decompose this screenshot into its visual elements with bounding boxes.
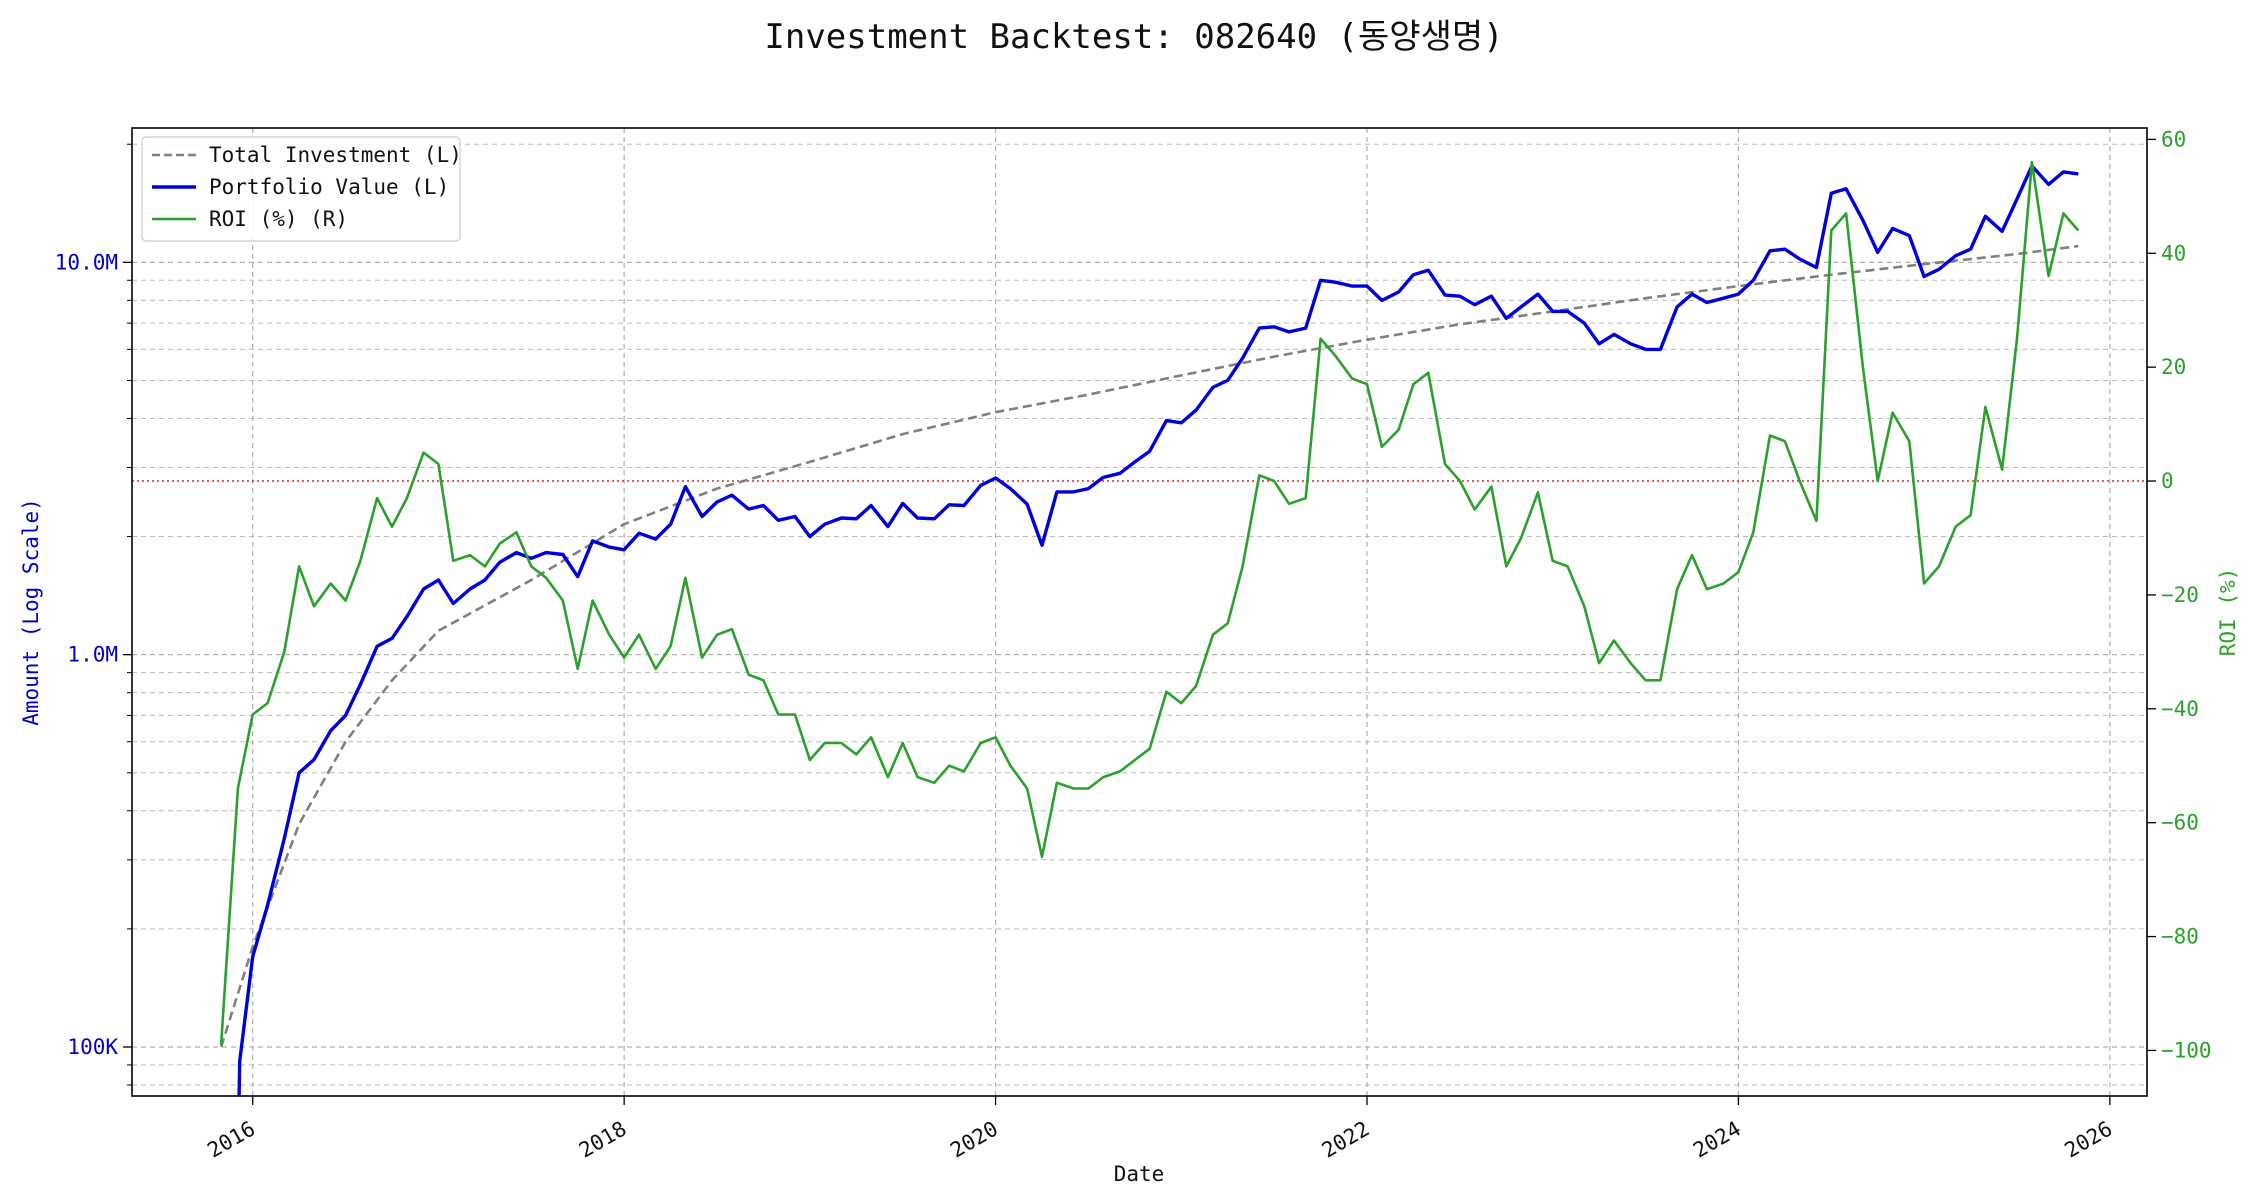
right-tick-label: −100 — [2161, 1038, 2212, 1062]
left-tick-label: 1.0M — [67, 643, 118, 667]
right-y-axis: −100 −80 −60 −40 −20 0 20 40 60 — [2147, 127, 2212, 1062]
right-tick-label: −80 — [2161, 925, 2199, 949]
portfolio-value-line — [237, 164, 2079, 1096]
x-tick-label: 2026 — [2061, 1116, 2117, 1162]
left-y-axis: 100K 1.0M 10.0M — [55, 143, 132, 1086]
x-tick-label: 2022 — [1318, 1116, 1374, 1162]
legend-label-portfolio-value: Portfolio Value (L) — [209, 175, 449, 199]
legend: Total Investment (L) Portfolio Value (L)… — [141, 136, 462, 242]
right-tick-label: 60 — [2161, 127, 2186, 151]
x-tick-label: 2016 — [203, 1116, 259, 1162]
x-axis: 2016 2018 2020 2022 2024 2026 — [203, 1096, 2116, 1163]
right-tick-label: −20 — [2161, 583, 2199, 607]
right-tick-label: 0 — [2161, 469, 2174, 493]
series-layer — [219, 160, 2080, 1096]
legend-box — [141, 136, 461, 242]
right-tick-label: −40 — [2161, 697, 2199, 721]
grid-minor — [132, 143, 2147, 1086]
right-tick-label: −60 — [2161, 811, 2199, 835]
legend-label-roi: ROI (%) (R) — [209, 207, 348, 231]
grid-major — [132, 128, 2147, 1096]
total-investment-line — [219, 244, 2079, 1048]
legend-label-total-investment: Total Investment (L) — [209, 143, 462, 167]
left-tick-label: 10.0M — [55, 250, 118, 274]
plot-frame — [131, 127, 2148, 1097]
right-tick-label: 20 — [2161, 355, 2186, 379]
left-y-axis-label: Amount (Log Scale) — [19, 498, 43, 726]
left-tick-label: 100K — [67, 1035, 118, 1059]
right-y-axis-label: ROI (%) — [2216, 568, 2240, 657]
chart-title: Investment Backtest: 082640 (동양생명) — [764, 17, 1503, 57]
x-axis-label: Date — [1114, 1162, 1165, 1186]
roi-line — [219, 160, 2080, 1045]
x-tick-label: 2018 — [575, 1116, 631, 1162]
x-tick-label: 2024 — [1689, 1116, 1745, 1162]
right-tick-label: 40 — [2161, 241, 2186, 265]
x-tick-label: 2020 — [946, 1116, 1002, 1162]
